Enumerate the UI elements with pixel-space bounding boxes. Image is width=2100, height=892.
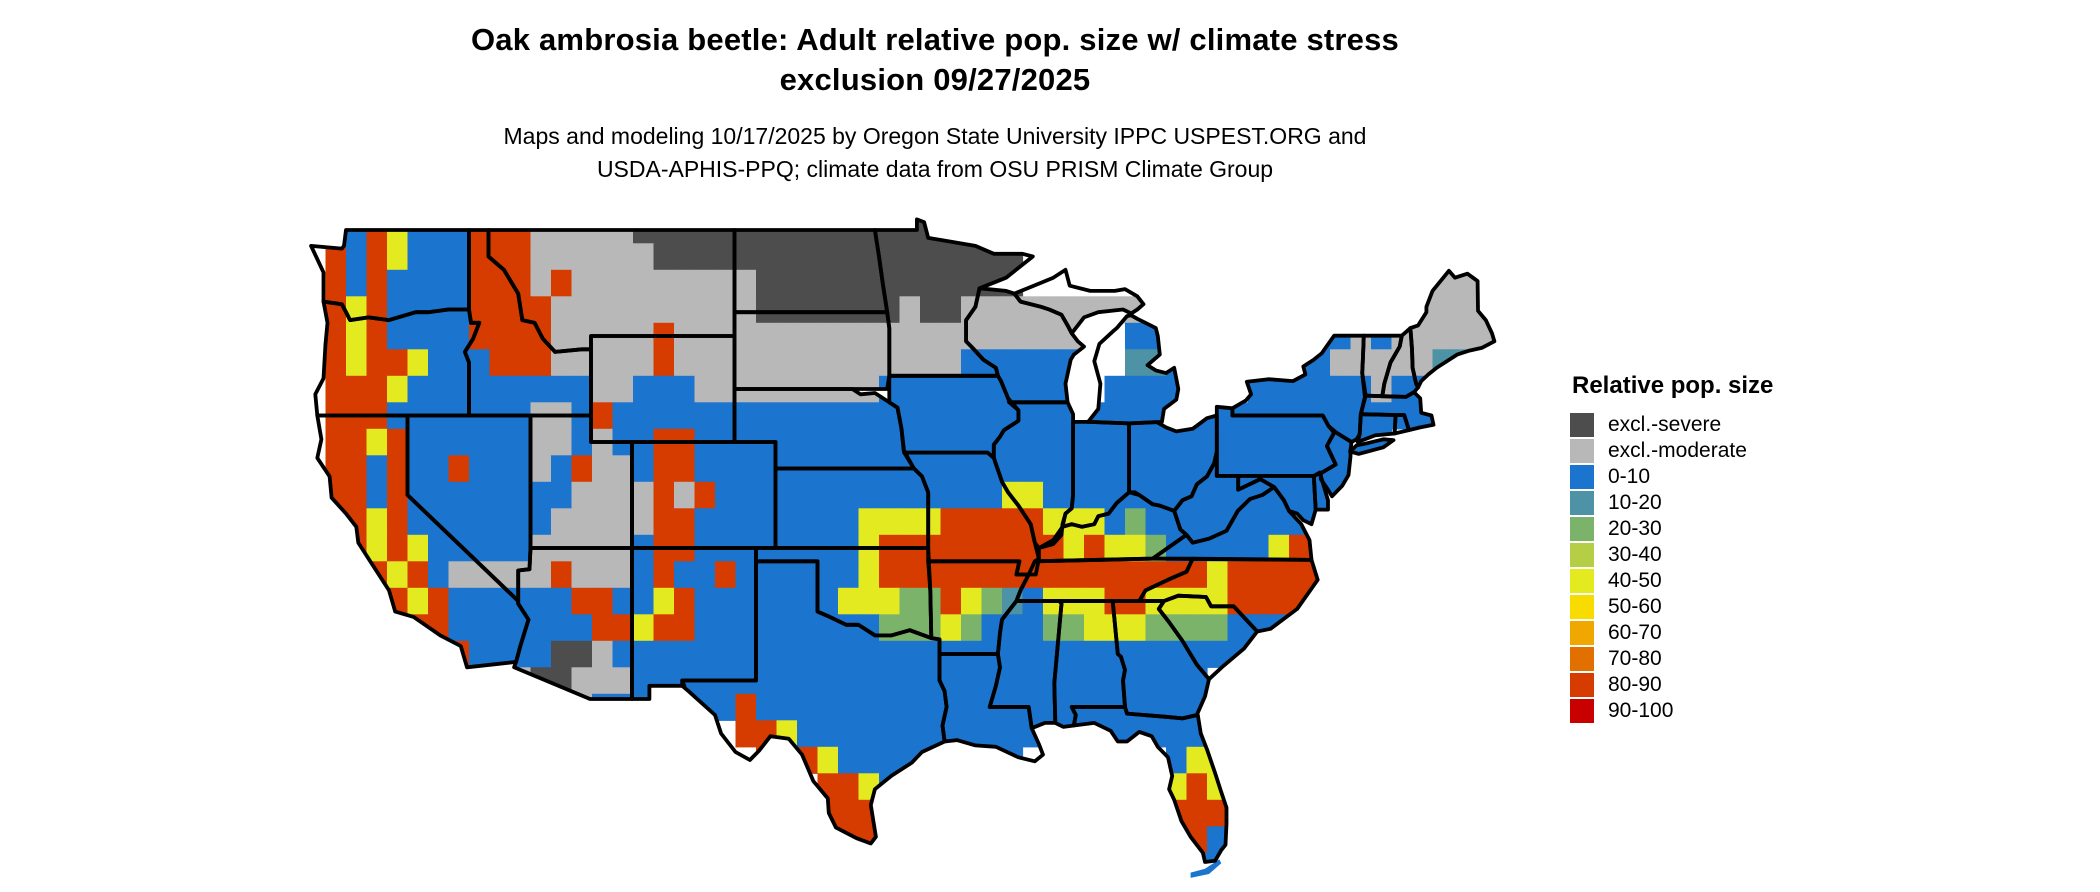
- legend-swatch-icon: [1570, 439, 1594, 463]
- subtitle-line-2: USDA-APHIS-PPQ; climate data from OSU PR…: [596, 156, 1274, 182]
- legend-label: 30-40: [1608, 543, 1662, 566]
- legend-item-80-90: 80-90: [1570, 672, 1773, 698]
- legend-title: Relative pop. size: [1572, 372, 1774, 399]
- legend-label: 20-30: [1608, 517, 1662, 540]
- legend-item-70-80: 70-80: [1570, 646, 1773, 672]
- state-ME: [1408, 268, 1497, 390]
- legend-item-50-60: 50-60: [1570, 594, 1773, 620]
- legend-label: 90-100: [1608, 699, 1674, 722]
- legend-label: 40-50: [1608, 569, 1662, 592]
- state-MS: [987, 599, 1064, 731]
- legend-label: 50-60: [1608, 595, 1662, 618]
- figure-subtitle: Maps and modeling 10/17/2025 by Oregon S…: [0, 120, 1870, 186]
- state-MI: [1086, 313, 1181, 426]
- legend-item-60-70: 60-70: [1570, 620, 1773, 646]
- legend-label: excl.-severe: [1608, 413, 1722, 436]
- legend-item-20-30: 20-30: [1570, 516, 1773, 542]
- legend-swatch-icon: [1570, 673, 1594, 697]
- legend-item-40-50: 40-50: [1570, 568, 1773, 594]
- legend-swatch-icon: [1570, 569, 1594, 593]
- legend-swatch-icon: [1570, 647, 1594, 671]
- legend-item-0-10: 0-10: [1570, 464, 1773, 490]
- page-title: Oak ambrosia beetle: Adult relative pop.…: [0, 20, 1870, 100]
- legend-items: excl.-severe excl.-moderate 0-10 10-20 20-30…: [1570, 412, 1773, 724]
- state-MI-UP: [1012, 267, 1146, 336]
- state-NY-LI: [1348, 437, 1396, 456]
- state-FL: [1069, 705, 1229, 864]
- legend-label: 60-70: [1608, 621, 1662, 644]
- figure-header: Oak ambrosia beetle: Adult relative pop.…: [0, 20, 1870, 186]
- legend-item-30-40: 30-40: [1570, 542, 1773, 568]
- legend-item-10-20: 10-20: [1570, 490, 1773, 516]
- legend-swatch-icon: [1570, 465, 1594, 489]
- subtitle-line-1: Maps and modeling 10/17/2025 by Oregon S…: [503, 123, 1367, 149]
- legend-item-excl.-severe: excl.-severe: [1570, 412, 1773, 438]
- map-legend: Relative pop. size excl.-severe excl.-mod…: [1570, 372, 1773, 724]
- legend-swatch-icon: [1570, 699, 1594, 723]
- legend-swatch-icon: [1570, 543, 1594, 567]
- state-borders-layer: [309, 217, 1497, 864]
- legend-label: 10-20: [1608, 491, 1662, 514]
- title-line-2: exclusion 09/27/2025: [779, 62, 1091, 97]
- legend-swatch-icon: [1570, 413, 1594, 437]
- legend-label: excl.-moderate: [1608, 439, 1747, 462]
- legend-item-90-100: 90-100: [1570, 698, 1773, 724]
- legend-swatch-icon: [1570, 517, 1594, 541]
- state-VA: [1150, 485, 1314, 562]
- legend-swatch-icon: [1570, 621, 1594, 645]
- state-TX: [680, 559, 949, 846]
- legend-swatch-icon: [1570, 595, 1594, 619]
- legend-item-excl.-moderate: excl.-moderate: [1570, 438, 1773, 464]
- title-line-1: Oak ambrosia beetle: Adult relative pop.…: [470, 22, 1399, 57]
- legend-label: 0-10: [1608, 465, 1651, 488]
- legend-label: 80-90: [1608, 673, 1662, 696]
- legend-label: 70-80: [1608, 647, 1662, 670]
- legend-swatch-icon: [1570, 491, 1594, 515]
